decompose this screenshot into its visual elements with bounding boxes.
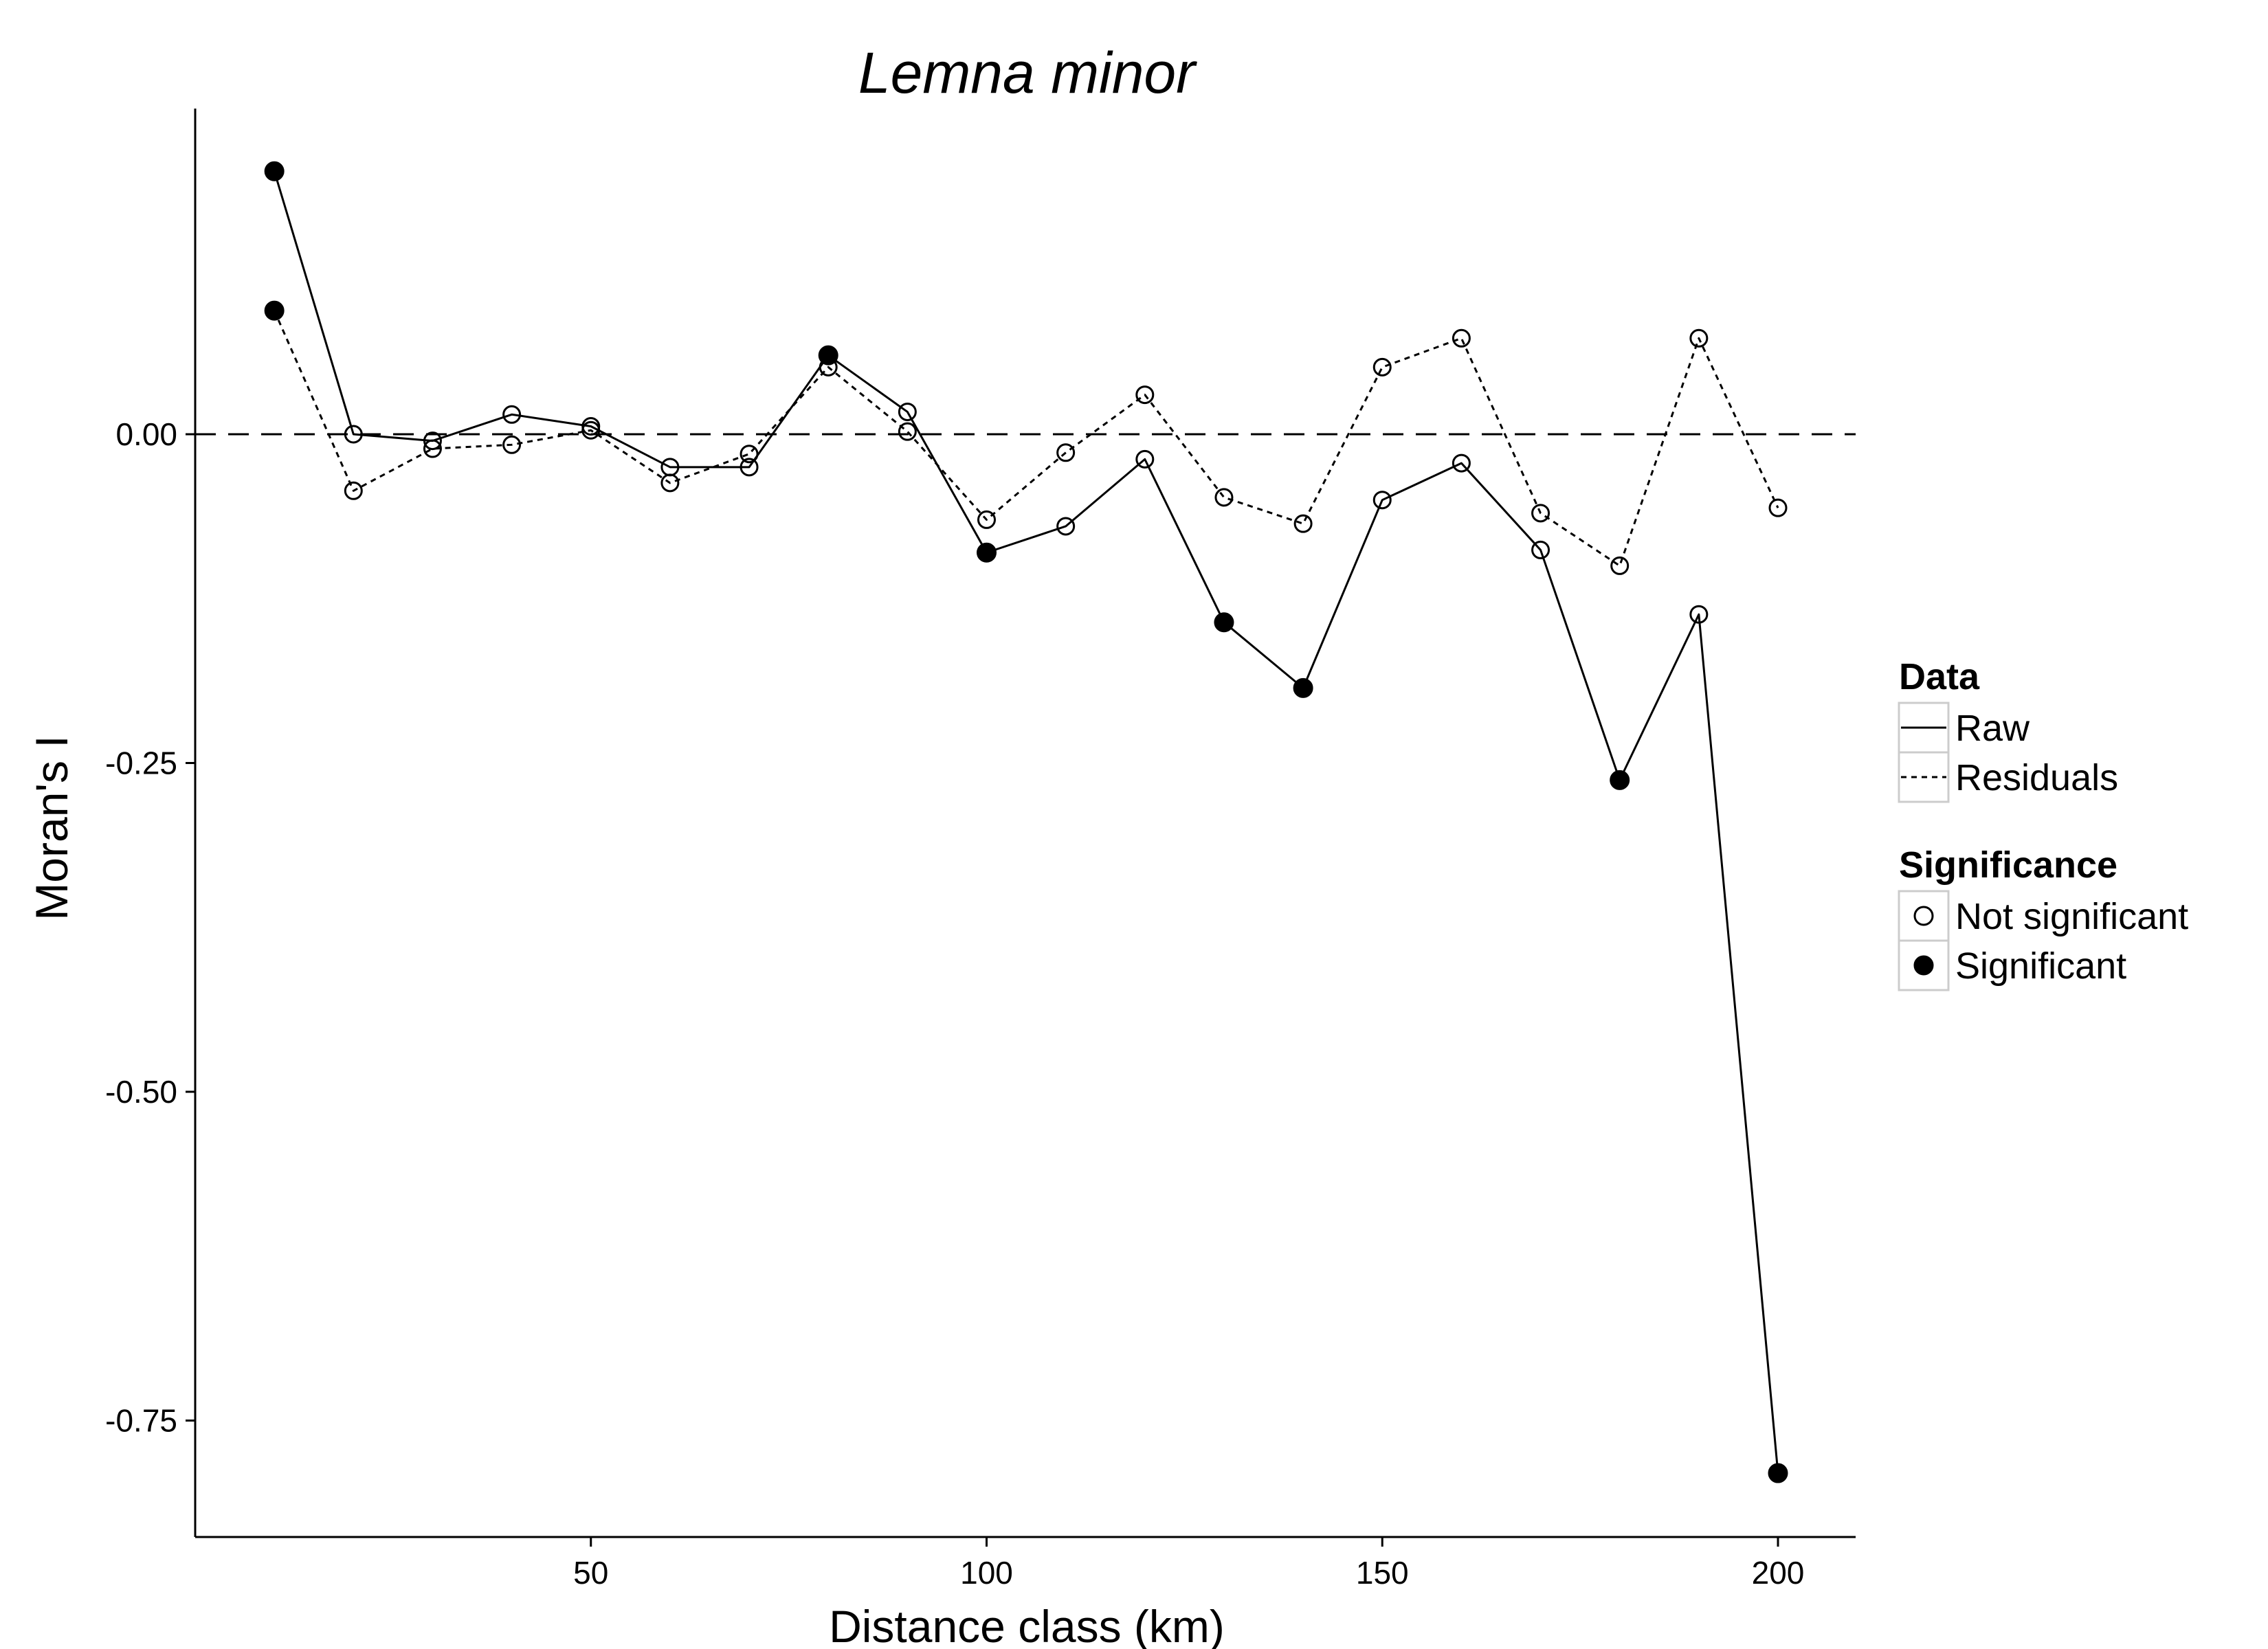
y-axis-title: Moran's I (26, 735, 77, 920)
point-residuals-not-significant (1689, 328, 1709, 348)
point-residuals-not-significant (344, 481, 363, 500)
point-raw-not-significant (423, 431, 442, 451)
chart-title: Lemna minor (858, 41, 1197, 105)
point-residuals-not-significant (1610, 556, 1630, 575)
legend: Data Raw Residuals Significance Not sign… (1898, 656, 2188, 991)
filled-circle-icon (1913, 955, 1934, 976)
open-circle-icon (1913, 906, 1934, 926)
y-tick-label: -0.50 (105, 1074, 177, 1110)
point-raw-not-significant (1135, 449, 1155, 469)
legend-item-not-significant: Not significant (1898, 890, 2188, 942)
point-raw-not-significant (502, 405, 522, 424)
point-residuals-not-significant (898, 422, 917, 441)
series-line-raw (273, 170, 1779, 1474)
point-raw-not-significant (1531, 540, 1550, 559)
x-tick-label: 100 (960, 1555, 1013, 1591)
x-axis-ticks: 50 100 150 200 (573, 1537, 1804, 1591)
point-residuals-not-significant (1452, 328, 1471, 348)
point-residuals-not-significant (1214, 488, 1234, 507)
legend-item-significant: Significant (1898, 939, 2126, 991)
point-raw-significant (1214, 612, 1234, 633)
point-raw-not-significant (1452, 453, 1471, 473)
legend-data-title: Data (1899, 656, 1980, 697)
point-raw-not-significant (1372, 491, 1392, 510)
legend-item-residuals: Residuals (1898, 751, 2118, 803)
point-raw-significant (1768, 1463, 1788, 1483)
y-tick-label: -0.25 (105, 745, 177, 781)
point-raw-not-significant (1689, 605, 1709, 624)
point-residuals-significant (264, 300, 285, 321)
point-raw-not-significant (581, 417, 601, 436)
point-raw-significant (818, 345, 838, 366)
x-axis-title: Distance class (km) (829, 1601, 1225, 1649)
x-tick-label: 200 (1752, 1555, 1805, 1591)
point-residuals-not-significant (423, 439, 442, 458)
point-raw-significant (1610, 770, 1630, 790)
point-residuals-not-significant (1056, 443, 1076, 462)
legend-significant-label: Significant (1955, 945, 2126, 987)
point-residuals-not-significant (977, 510, 996, 529)
point-residuals-not-significant (1293, 514, 1313, 533)
point-raw-not-significant (1056, 517, 1076, 536)
x-tick-label: 150 (1356, 1555, 1409, 1591)
point-raw-not-significant (898, 402, 917, 421)
point-residuals-not-significant (502, 435, 522, 454)
point-raw-not-significant (740, 458, 759, 477)
y-tick-label: -0.75 (105, 1403, 177, 1439)
point-residuals-not-significant (740, 445, 759, 464)
point-residuals-not-significant (1768, 498, 1788, 517)
legend-raw-label: Raw (1955, 708, 2030, 749)
point-residuals-not-significant (1135, 385, 1155, 405)
legend-significance-title: Significance (1899, 844, 2117, 886)
point-raw-not-significant (344, 425, 363, 444)
x-tick-label: 50 (573, 1555, 608, 1591)
legend-residuals-label: Residuals (1955, 757, 2118, 798)
series-points (264, 161, 1788, 1483)
point-residuals-not-significant (1372, 357, 1392, 377)
y-tick-label: 0.00 (115, 416, 177, 452)
point-residuals-not-significant (1531, 504, 1550, 523)
legend-item-raw: Raw (1898, 702, 2030, 754)
point-raw-not-significant (660, 458, 680, 477)
series-line-residuals (273, 310, 1779, 567)
point-raw-significant (1293, 677, 1313, 698)
plot-area: 0.00 -0.25 -0.50 -0.75 50 100 150 200 (105, 109, 1856, 1591)
point-raw-significant (977, 542, 997, 563)
y-axis-ticks: 0.00 -0.25 -0.50 -0.75 (105, 416, 195, 1439)
point-raw-significant (264, 161, 285, 181)
legend-not-significant-label: Not significant (1955, 896, 2188, 937)
series-lines (273, 170, 1779, 1474)
